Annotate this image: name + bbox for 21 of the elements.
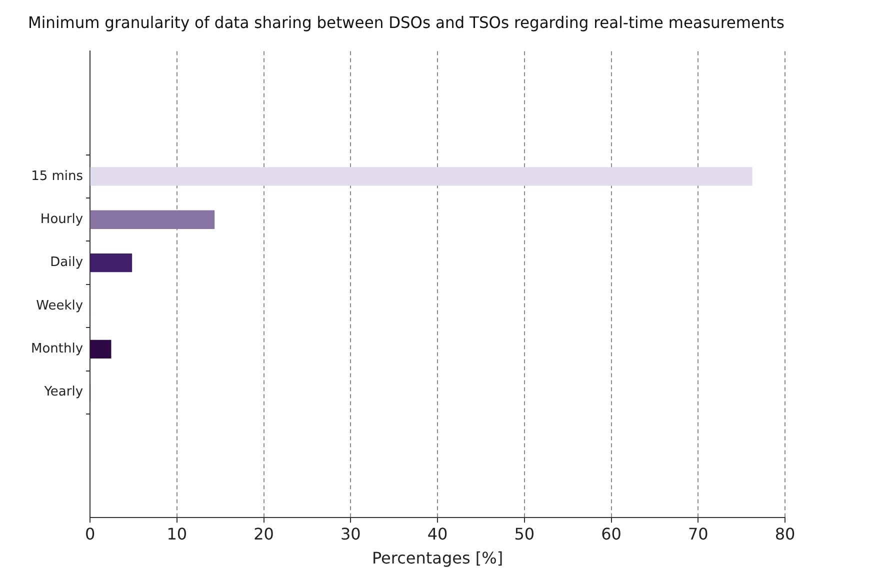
x-tick-label: 40 [427,524,448,544]
x-axis-title: Percentages [%] [372,548,504,568]
y-tick-label: Daily [50,255,84,270]
bar [90,340,112,359]
x-tick-label: 60 [601,524,622,544]
bar [90,210,215,229]
x-tick-label: 20 [254,524,274,544]
chart-title: Minimum granularity of data sharing between DSOs and TSOs regarding real-time measurements [28,12,784,32]
y-tick-label: Yearly [43,384,84,400]
x-tick-label: 10 [166,524,188,544]
x-tick-label: 50 [514,524,535,544]
y-tick-label: Monthly [30,342,84,357]
x-tick-label: 80 [774,524,796,544]
y-tick-label: Weekly [36,298,84,314]
bar [90,253,132,272]
x-tick-label: 0 [84,524,96,544]
x-tick-label: 30 [340,524,361,544]
y-tick-label: 15 mins [31,168,84,184]
x-tick-label: 70 [688,524,708,544]
bar [90,167,752,186]
y-tick-label: Hourly [40,212,84,227]
